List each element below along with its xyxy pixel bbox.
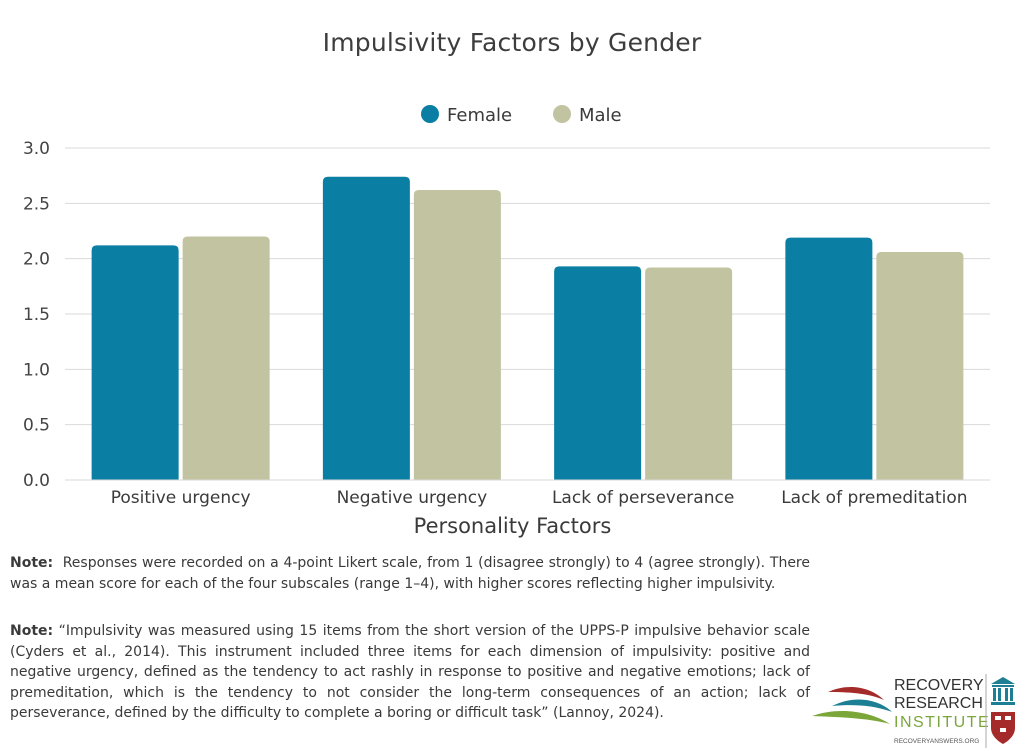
x-axis-title: Personality Factors: [414, 514, 612, 538]
y-tick-label: 0.0: [23, 471, 50, 491]
legend-label-male: Male: [579, 105, 622, 126]
bar-male-3: [876, 252, 964, 480]
bar-female-1: [322, 176, 410, 481]
bar-female-3: [785, 237, 873, 480]
bar-male-2: [645, 267, 733, 480]
legend-swatch-male: [553, 105, 571, 123]
bar-chart: 0.0 0.5 1.0 1.5 2.0 2.5 3.0 Positive urgency Neg…: [23, 105, 990, 538]
x-tick-label: Lack of perseverance: [552, 488, 734, 508]
x-tick-label: Positive urgency: [111, 488, 251, 508]
bar-male-0: [182, 236, 270, 480]
y-tick-label: 1.5: [23, 305, 50, 325]
bar-male-1: [413, 190, 501, 480]
logo-line-recovery: RECOVERY: [894, 677, 984, 694]
y-tick-label: 3.0: [23, 139, 50, 159]
shield-icon: [991, 712, 1015, 744]
note-text: “Impulsivity was measured using 15 items…: [10, 623, 810, 721]
logo-line-institute: INSTITUTE: [894, 714, 990, 731]
logo-url: RECOVERYANSWERS.ORG: [894, 738, 979, 745]
logo-swoosh-teal: [832, 699, 892, 712]
x-tick-label: Negative urgency: [337, 488, 488, 508]
note-label: Note:: [10, 555, 54, 571]
chart-title: Impulsivity Factors by Gender: [322, 28, 702, 57]
x-tick-label: Lack of premeditation: [781, 488, 967, 508]
note-measure: Note: “Impulsivity was measured using 15…: [10, 621, 810, 724]
bar-female-2: [554, 266, 642, 480]
note-scale: Note: Responses were recorded on a 4-poi…: [10, 553, 810, 594]
y-tick-label: 2.0: [23, 250, 50, 270]
legend-swatch-female: [421, 105, 439, 123]
bar-female-0: [91, 245, 179, 480]
logo-line-research: RESEARCH: [894, 695, 983, 712]
logo-swoosh-red: [828, 686, 884, 700]
building-icon: [991, 677, 1015, 705]
recovery-research-institute-logo: RECOVERY RESEARCH INSTITUTE RECOVERYANSW…: [812, 674, 1015, 748]
logo-swoosh-green: [812, 710, 890, 724]
note-text: Responses were recorded on a 4-point Lik…: [10, 555, 810, 592]
note-label: Note:: [10, 623, 54, 639]
legend-label-female: Female: [447, 105, 512, 126]
y-tick-label: 0.5: [23, 416, 50, 436]
y-tick-label: 1.0: [23, 360, 50, 380]
y-tick-label: 2.5: [23, 194, 50, 214]
